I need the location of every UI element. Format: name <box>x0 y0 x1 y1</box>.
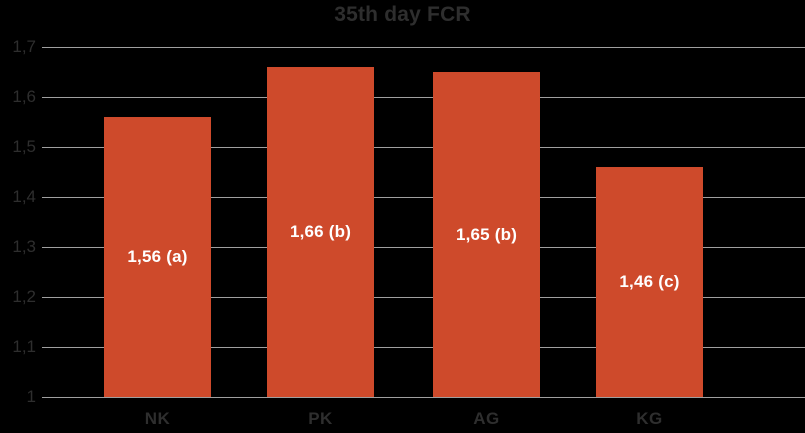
gridline <box>42 147 805 148</box>
y-tick-label: 1,6 <box>12 87 36 106</box>
y-tick-label: 1,1 <box>12 337 36 356</box>
gridline <box>42 97 805 98</box>
bar-value-label: 1,56 (a) <box>127 247 188 266</box>
gridline <box>42 397 805 398</box>
y-tick-label: 1,7 <box>12 37 36 56</box>
gridline <box>42 47 805 48</box>
bar-kg: 1,46 (c) <box>596 167 703 397</box>
y-tick-label: 1,4 <box>12 187 36 206</box>
x-axis-label-kg: KG <box>636 409 663 428</box>
bar-nk: 1,56 (a) <box>104 117 211 397</box>
bar-ag: 1,65 (b) <box>433 72 540 397</box>
x-axis-label-ag: AG <box>473 409 500 428</box>
chart-title: 35th day FCR <box>334 3 471 26</box>
gridline <box>42 247 805 248</box>
bar-pk: 1,66 (b) <box>267 67 374 397</box>
y-tick-label: 1,3 <box>12 237 36 256</box>
y-tick-label: 1,5 <box>12 137 36 156</box>
bar-value-label: 1,46 (c) <box>619 272 680 291</box>
x-axis-label-pk: PK <box>308 409 333 428</box>
y-tick-label: 1,2 <box>12 287 36 306</box>
bar-value-label: 1,65 (b) <box>455 224 518 244</box>
y-tick-label: 1 <box>26 387 36 406</box>
x-axis-label-nk: NK <box>144 409 171 428</box>
gridline <box>42 197 805 198</box>
bar-value-label: 1,66 (b) <box>289 222 352 241</box>
gridline <box>42 347 805 348</box>
gridline <box>42 297 805 298</box>
